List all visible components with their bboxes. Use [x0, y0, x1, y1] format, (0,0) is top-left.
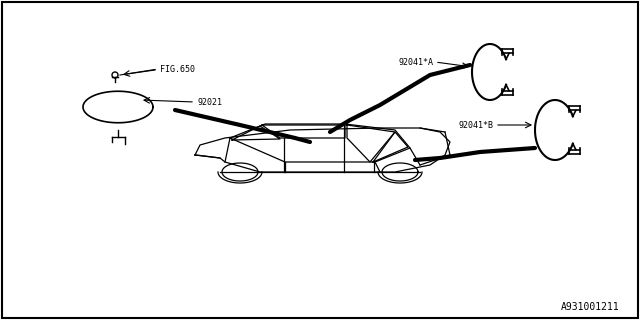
Text: 92041*B: 92041*B	[458, 121, 493, 130]
Text: FIG.650: FIG.650	[160, 65, 195, 74]
Text: A931001211: A931001211	[561, 302, 620, 312]
Text: 92021: 92021	[197, 98, 222, 107]
Text: 92041*A: 92041*A	[398, 58, 433, 67]
